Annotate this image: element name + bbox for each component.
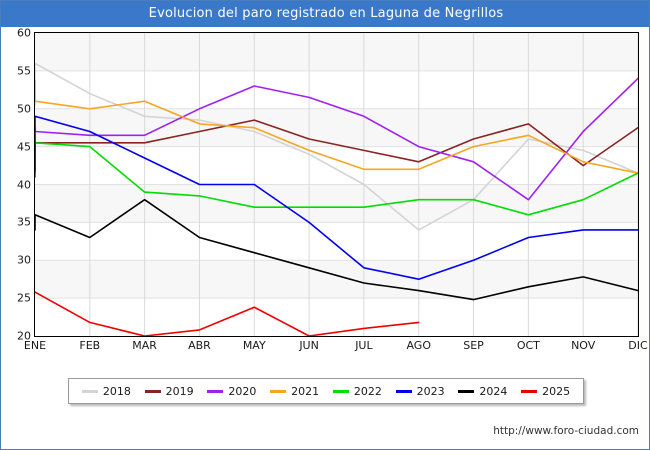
x-tick-label-mar: MAR [132, 339, 157, 352]
legend-swatch-2019 [144, 389, 161, 393]
legend-label-2025: 2025 [542, 384, 571, 398]
y-tick-label: 30 [17, 253, 31, 267]
legend-swatch-2021 [270, 389, 287, 393]
legend-label-2019: 2019 [165, 384, 194, 398]
legend-label-2018: 2018 [102, 384, 131, 398]
plot-area [34, 32, 639, 337]
series-lines [35, 62, 638, 336]
legend: 2018 2019 2020 2021 2022 2023 2024 2025 [68, 378, 584, 404]
y-tick-label: 40 [17, 178, 31, 191]
legend-swatch-2018 [81, 389, 98, 393]
series-line-2019 [35, 119, 638, 178]
y-tick-label: 20 [17, 329, 31, 343]
x-tick-label-sep: SEP [463, 339, 484, 352]
legend-item-2018[interactable]: 2018 [81, 384, 131, 398]
legend-label-2023: 2023 [416, 384, 445, 398]
legend-item-2025[interactable]: 2025 [521, 385, 570, 398]
legend-label-2021: 2021 [291, 384, 320, 398]
legend-label-2020: 2020 [228, 384, 257, 398]
legend-item-2019[interactable]: 2019 [144, 384, 194, 398]
chart-container: 20 25 30 35 40 45 50 55 60 ENE FEB MAR ABR MAY JUN JUL… [1, 27, 649, 353]
legend-swatch-2024 [458, 389, 475, 393]
series-line-2022 [35, 142, 638, 216]
y-tick-label: 60 [17, 26, 31, 40]
x-tick-label-abr: ABR [188, 339, 211, 352]
legend-item-2024[interactable]: 2024 [458, 385, 507, 398]
page-title: Evolucion del paro registrado en Laguna … [1, 1, 649, 27]
legend-item-2020[interactable]: 2020 [207, 385, 256, 398]
y-tick-label: 55 [17, 64, 31, 78]
line-chart-svg [35, 33, 638, 336]
x-tick-label-dic: DIC [628, 339, 648, 352]
legend-swatch-2025 [521, 389, 538, 393]
legend-swatch-2023 [395, 389, 412, 393]
series-line-2021 [35, 79, 638, 174]
x-tick-label-may: MAY [242, 339, 266, 352]
legend-label-2024: 2024 [479, 384, 508, 398]
series-line-2018 [35, 62, 638, 231]
legend-label-2022: 2022 [353, 384, 382, 398]
series-line-2023 [35, 115, 638, 280]
series-line-2025 [35, 291, 420, 336]
x-tick-label-jun: JUN [299, 339, 319, 352]
series-line-2024 [35, 198, 638, 301]
x-tick-label-ene: ENE [23, 339, 47, 352]
series-line-2020 [35, 77, 638, 201]
y-tick-label: 25 [17, 291, 31, 305]
legend-item-2021[interactable]: 2021 [270, 385, 319, 398]
y-axis: 20 25 30 35 40 45 50 55 60 [1, 27, 31, 343]
x-axis: ENE FEB MAR ABR MAY JUN JUL AGO SEP OCT NOV DIC [24, 339, 648, 359]
legend-item-2023[interactable]: 2023 [395, 384, 445, 398]
x-tick-label-ago: AGO [406, 339, 431, 352]
legend-item-2022[interactable]: 2022 [332, 384, 382, 398]
y-band-group [35, 33, 638, 299]
y-tick-label: 50 [17, 102, 31, 116]
x-tick-label-feb: FEB [79, 339, 101, 352]
x-tick-label-oct: OCT [516, 339, 540, 352]
x-tick-label-jul: JUL [355, 339, 373, 352]
source-url: http://www.foro-ciudad.com [493, 425, 639, 437]
y-tick-label: 45 [17, 140, 31, 154]
legend-swatch-2022 [332, 389, 349, 393]
x-tick-label-nov: NOV [571, 339, 596, 352]
y-tick-label: 35 [17, 215, 31, 229]
legend-swatch-2020 [207, 389, 224, 393]
